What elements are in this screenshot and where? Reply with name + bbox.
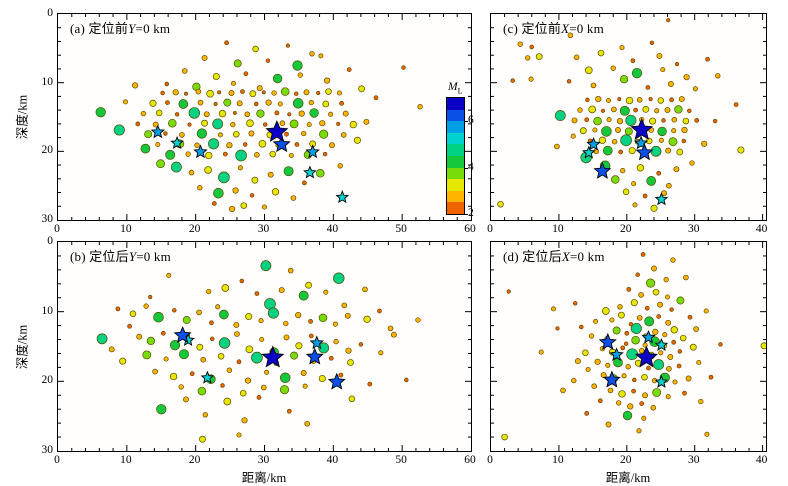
y-tick-label: 10	[41, 75, 54, 88]
panel-d-label-suffix: =0 km	[569, 249, 605, 264]
colorbar-segment	[447, 190, 464, 203]
panel-c-label: (c) 定位前X=0 km	[503, 18, 604, 37]
colorbar-tick-label: 4	[468, 160, 474, 173]
panel-c-plot	[491, 14, 766, 220]
panel-c-label-suffix: =0 km	[569, 21, 604, 36]
major-event-stars	[581, 117, 669, 206]
x-tick-label: 30	[257, 223, 270, 235]
x-tick-label: 40	[755, 454, 768, 466]
scatter-points	[497, 18, 745, 212]
panel-c-label-prefix: (c) 定位前	[503, 21, 562, 36]
y-tick-label: 30	[41, 444, 54, 456]
panel-d-label-variable: X	[561, 249, 570, 264]
y-tick-label: 10	[41, 304, 54, 317]
y-axis-title-top-row: 深度/km	[15, 94, 30, 140]
panel-d-label: (d) 定位后X=0 km	[503, 246, 605, 265]
panel-a: (a) 定位前Y=0 km	[57, 13, 472, 221]
y-tick-label: 20	[41, 144, 54, 157]
x-tick-label: 60	[464, 454, 476, 466]
y-tick-label: 0	[47, 235, 53, 247]
x-tick-label: 10	[120, 223, 132, 235]
x-axis-title-left-column: 距离/km	[241, 471, 287, 485]
colorbar-tick	[464, 121, 468, 123]
panel-a-plot	[58, 14, 471, 220]
panel-d-plot	[491, 242, 766, 451]
panel-b-plot	[58, 242, 471, 451]
colorbar-segment	[447, 144, 464, 156]
tick-marks	[491, 14, 766, 220]
colorbar-tick-label: 2	[468, 207, 474, 219]
colorbar-segment	[447, 167, 464, 180]
panel-c-label-variable: X	[561, 21, 570, 36]
colorbar-title-main: M	[448, 81, 458, 93]
colorbar-segment	[447, 121, 464, 133]
x-tick-label: 30	[687, 454, 700, 466]
x-tick-label: 40	[755, 223, 768, 235]
x-tick-label: 60	[464, 223, 476, 235]
panel-b: (b) 定位后Y=0 km	[57, 241, 472, 452]
colorbar-title: ML	[448, 81, 462, 95]
major-event-stars	[598, 329, 669, 388]
y-tick-label: 30	[41, 213, 54, 225]
x-tick-label: 10	[552, 454, 564, 466]
x-tick-label: 30	[687, 223, 700, 235]
panel-d-label-prefix: (d) 定位后	[503, 249, 562, 264]
x-tick-label: 40	[326, 454, 339, 466]
colorbar-segment	[447, 98, 464, 110]
x-tick-label: 0	[54, 223, 60, 235]
tick-marks	[58, 14, 471, 220]
panel-b-label: (b) 定位后Y=0 km	[70, 246, 171, 265]
panel-c: (c) 定位前X=0 km	[490, 13, 767, 221]
major-event-stars	[173, 325, 346, 390]
x-tick-label: 20	[188, 223, 201, 235]
colorbar-tick	[464, 167, 468, 169]
x-tick-label: 40	[326, 223, 339, 235]
x-tick-label: 50	[395, 454, 407, 466]
x-tick-label: 0	[54, 454, 60, 466]
scatter-points	[501, 252, 766, 441]
panel-a-label-suffix: =0 km	[135, 21, 171, 36]
colorbar-title-sub: L	[457, 86, 463, 96]
x-tick-label: 30	[257, 454, 270, 466]
x-tick-label: 20	[620, 454, 632, 466]
y-tick-label: 20	[41, 374, 54, 387]
x-axis-title-right-column: 距离/km	[605, 471, 651, 485]
tick-marks	[491, 242, 766, 451]
panel-a-label: (a) 定位前Y=0 km	[70, 18, 170, 37]
panel-a-label-variable: Y	[128, 21, 136, 36]
colorbar-legend: ML 2 4 6	[446, 81, 474, 219]
x-tick-label: 0	[487, 223, 493, 235]
scatter-points	[96, 260, 421, 443]
x-tick-label: 0	[487, 454, 493, 466]
scatter-points	[95, 40, 423, 213]
panel-d: (d) 定位后X=0 km	[490, 241, 767, 452]
colorbar-segment	[447, 132, 464, 145]
colorbar-tick	[464, 214, 468, 215]
x-tick-label: 50	[395, 223, 407, 235]
colorbar-segment	[447, 109, 464, 122]
colorbar-segment	[447, 202, 464, 214]
panel-a-label-prefix: (a) 定位前	[70, 21, 129, 36]
x-tick-label: 10	[120, 454, 132, 466]
x-tick-label: 20	[620, 223, 632, 235]
colorbar-tick-label: 6	[468, 114, 474, 127]
x-tick-label: 20	[188, 454, 201, 466]
major-event-stars	[150, 120, 350, 204]
x-tick-label: 10	[552, 223, 564, 235]
panel-b-label-prefix: (b) 定位后	[70, 249, 129, 264]
panel-b-label-variable: Y	[128, 249, 137, 264]
y-tick-label: 0	[47, 7, 53, 19]
tick-marks	[58, 242, 471, 451]
colorbar-segment	[447, 179, 464, 191]
colorbar-segment	[447, 155, 464, 168]
panel-b-label-suffix: =0 km	[136, 249, 171, 264]
y-axis-title-bottom-row: 深度/km	[15, 324, 30, 370]
